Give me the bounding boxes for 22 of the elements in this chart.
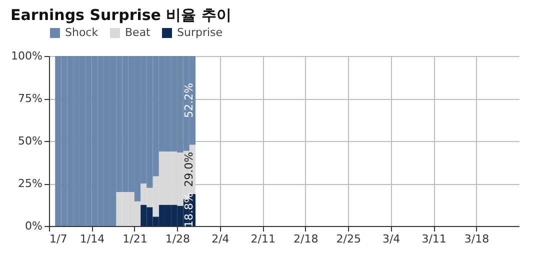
x-tick-label: 2/18 xyxy=(294,232,318,246)
y-tick-label: 100% xyxy=(11,50,42,62)
y-tick-label: 50% xyxy=(18,134,42,148)
x-tick-label: 3/4 xyxy=(382,232,400,246)
y-tick-label: 75% xyxy=(18,92,42,105)
x-tick-label: 1/14 xyxy=(80,232,105,246)
y-tick-label: 25% xyxy=(18,177,42,190)
legend-label: Shock xyxy=(65,26,99,39)
x-tick-label: 1/28 xyxy=(165,232,190,246)
x-tick-label: 3/18 xyxy=(464,232,490,246)
x-tick-label: 3/11 xyxy=(422,232,446,246)
x-tick-label: 2/25 xyxy=(336,232,361,246)
x-tick-label: 2/11 xyxy=(250,232,276,246)
y-tick-label: 0% xyxy=(25,220,42,232)
x-tick-label: 1/7 xyxy=(50,232,68,246)
data-label: 52.2% xyxy=(182,82,196,118)
legend-label: Surprise xyxy=(177,26,223,39)
chart-title: Earnings Surprise 비율 추이 xyxy=(10,6,232,24)
legend-label: Beat xyxy=(125,26,152,39)
data-label: 29.0% xyxy=(182,152,196,187)
x-tick-label: 1/21 xyxy=(122,232,148,246)
x-tick-label: 2/4 xyxy=(212,232,230,246)
